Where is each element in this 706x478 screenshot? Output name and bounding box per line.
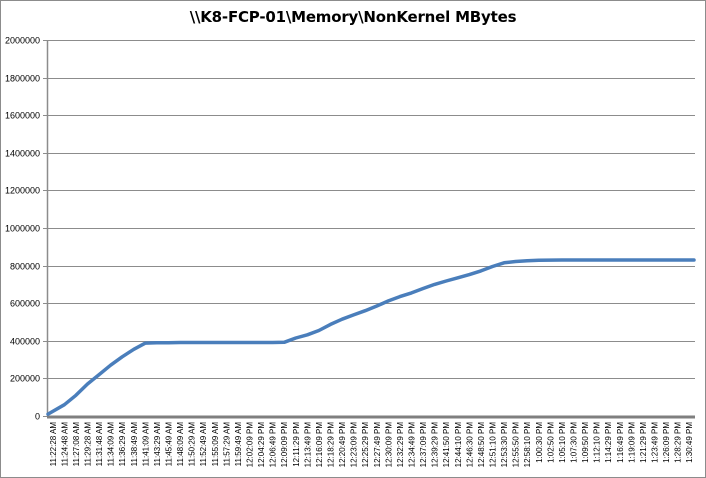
x-tick-label: 12:48:50 PM — [477, 422, 486, 468]
x-tick-label: 12:06:49 PM — [269, 422, 278, 468]
x-tick-label: 12:16:09 PM — [315, 422, 324, 468]
x-tick-label: 12:02:09 PM — [246, 422, 255, 468]
x-tick-label: 11:41:09 AM — [141, 422, 150, 467]
x-tick-label: 11:36:29 AM — [118, 422, 127, 467]
x-tick-label: 11:27:08 AM — [72, 422, 81, 467]
x-tick-label: 1:00:30 PM — [535, 422, 544, 463]
y-axis: 0 200000 400000 600000 800000 1000000 1200000 1… — [5, 36, 49, 422]
x-tick-label: 1:21:29 PM — [639, 422, 648, 463]
x-tick-label: 1:26:09 PM — [662, 422, 671, 463]
y-tick-label: 2000000 — [5, 36, 40, 46]
x-tick-label: 1:05:10 PM — [558, 422, 567, 463]
x-tick-label: 11:43:29 AM — [153, 422, 162, 467]
x-tick-label: 12:11:29 PM — [292, 422, 301, 467]
y-tick-label: 600000 — [10, 299, 40, 309]
y-tick-label: 1800000 — [5, 74, 40, 84]
x-tick-label: 11:59:49 AM — [234, 422, 243, 467]
x-tick-label: 1:30:49 PM — [685, 422, 694, 463]
x-tick-label: 11:29:28 AM — [84, 422, 93, 467]
y-tick-label: 200000 — [10, 374, 40, 384]
x-tick-label: 1:16:49 PM — [616, 422, 625, 463]
x-tick-label: 12:18:29 PM — [327, 422, 336, 468]
x-tick-label: 1:07:30 PM — [570, 422, 579, 463]
y-tick-label: 1200000 — [5, 186, 40, 196]
y-tick-label: 1600000 — [5, 111, 40, 121]
x-tick-label: 12:34:49 PM — [408, 422, 417, 468]
x-tick-label: 12:32:29 PM — [396, 422, 405, 468]
x-tick-label: 11:31:48 AM — [95, 422, 104, 467]
x-tick-label: 1:19:09 PM — [627, 422, 636, 463]
x-tick-label: 12:09:09 PM — [280, 422, 289, 468]
x-tick-label: 11:57:29 AM — [222, 422, 231, 467]
x-tick-label: 11:24:48 AM — [60, 422, 69, 467]
x-tick-label: 12:58:10 PM — [523, 422, 532, 468]
x-tick-label: 12:53:30 PM — [500, 422, 509, 468]
x-tick-label: 12:51:10 PM — [489, 422, 498, 468]
x-axis: 11:22:28 AM 11:24:48 AM 11:27:08 AM 11:29:2… — [47, 415, 695, 468]
data-series-line — [46, 258, 696, 416]
x-tick-label: 12:55:50 PM — [512, 422, 521, 468]
x-tick-label: 1:09:50 PM — [581, 422, 590, 463]
x-tick-label: 12:41:50 PM — [442, 422, 451, 468]
x-tick-label: 11:48:09 AM — [176, 422, 185, 467]
x-tick-label: 12:30:09 PM — [384, 422, 393, 468]
y-tick-label: 400000 — [10, 337, 40, 347]
y-tick-label: 1400000 — [5, 149, 40, 159]
x-tick-label: 1:28:29 PM — [674, 422, 683, 463]
x-tick-label: 11:45:49 AM — [165, 422, 174, 467]
x-tick-label: 11:52:49 AM — [199, 422, 208, 467]
x-tick-label: 1:02:50 PM — [546, 422, 555, 463]
x-tick-label: 12:39:29 PM — [431, 422, 440, 468]
x-tick-label: 12:23:09 PM — [350, 422, 359, 468]
y-tick-label: 0 — [35, 412, 40, 422]
gridlines — [47, 40, 695, 379]
x-tick-label: 12:20:49 PM — [338, 422, 347, 468]
x-tick-label: 12:46:30 PM — [465, 422, 474, 468]
x-tick-label: 11:50:29 AM — [188, 422, 197, 467]
chart-title: \\K8-FCP-01\Memory\NonKernel MBytes — [189, 8, 517, 26]
x-tick-label: 1:14:29 PM — [604, 422, 613, 463]
x-tick-label: 12:44:10 PM — [454, 422, 463, 468]
x-tick-label: 12:37:09 PM — [419, 422, 428, 468]
y-tick-label: 800000 — [10, 262, 40, 272]
x-tick-label: 11:34:09 AM — [107, 422, 116, 467]
x-tick-label: 1:12:10 PM — [593, 422, 602, 463]
x-tick-label: 12:25:29 PM — [361, 422, 370, 468]
x-tick-label: 12:04:29 PM — [257, 422, 266, 468]
x-tick-label: 11:55:09 AM — [211, 422, 220, 467]
x-tick-label: 11:22:28 AM — [49, 422, 58, 467]
x-tick-label: 11:38:49 AM — [130, 422, 139, 467]
x-tick-label: 12:13:49 PM — [303, 422, 312, 468]
x-tick-label: 1:23:49 PM — [651, 422, 660, 463]
y-tick-label: 1000000 — [5, 224, 40, 234]
x-tick-label: 12:27:49 PM — [373, 422, 382, 468]
